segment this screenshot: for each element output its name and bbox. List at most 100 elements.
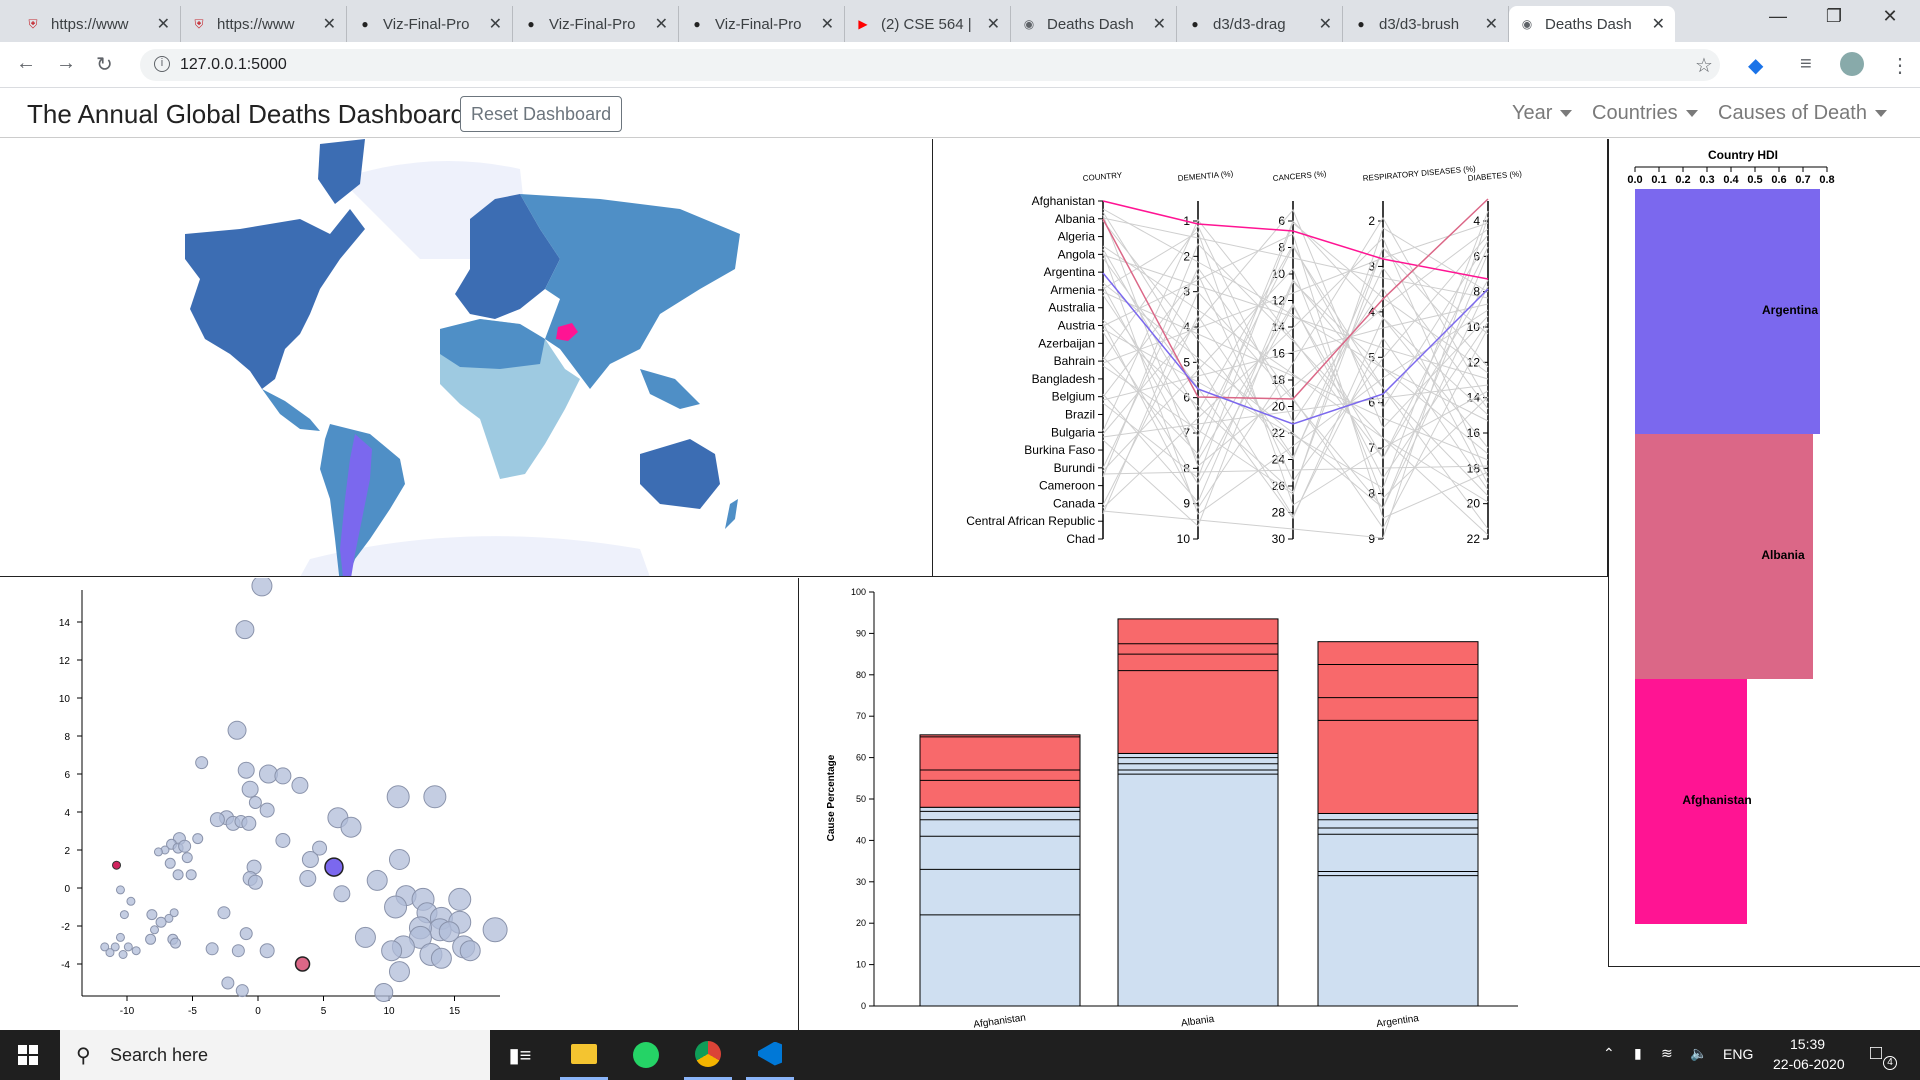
new-zealand-shape[interactable]	[725, 499, 738, 529]
scatter-bubble[interactable]	[333, 885, 351, 903]
scatter-bubble[interactable]	[169, 937, 181, 949]
hdi-bar[interactable]	[1635, 679, 1747, 924]
scatter-bubble[interactable]	[164, 857, 176, 869]
scatter-bubble[interactable]	[153, 847, 163, 857]
close-tab-icon[interactable]: ✕	[1152, 16, 1166, 33]
close-tab-icon[interactable]: ✕	[1318, 16, 1332, 33]
address-bar[interactable]: i 127.0.0.1:5000	[140, 49, 1720, 81]
scatter-bubble[interactable]	[145, 933, 157, 945]
close-tab-icon[interactable]: ✕	[488, 16, 502, 33]
stacked-segment-red[interactable]	[919, 734, 1081, 808]
scatter-bubble[interactable]	[231, 944, 245, 958]
browser-tab[interactable]: ▶ (2) CSE 564 | ✕	[845, 6, 1011, 42]
scatter-bubble[interactable]	[340, 816, 362, 838]
scatter-bubble-albania[interactable]	[294, 956, 311, 972]
australia-shape[interactable]	[640, 439, 720, 509]
site-info-icon[interactable]: i	[154, 56, 170, 72]
stacked-bar[interactable]	[1317, 641, 1479, 1007]
scatter-bubble[interactable]	[248, 796, 262, 809]
scatter-bubble[interactable]	[115, 932, 125, 942]
scatter-bubble[interactable]	[374, 983, 394, 1002]
scatter-bubble[interactable]	[100, 942, 110, 952]
browser-tab[interactable]: ● d3/d3-brush ✕	[1343, 6, 1509, 42]
close-tab-icon[interactable]: ✕	[654, 16, 668, 33]
stacked-segment-blue[interactable]	[919, 806, 1081, 1007]
stacked-segment-blue[interactable]	[1117, 752, 1279, 1007]
north-africa-shape[interactable]	[440, 319, 545, 369]
clock-time[interactable]: 15:39	[1790, 1036, 1826, 1052]
scatter-bubble[interactable]	[459, 940, 481, 962]
hdi-bar[interactable]	[1635, 189, 1820, 434]
taskbar-search-input[interactable]: ⚲ Search here	[60, 1030, 490, 1080]
reset-dashboard-button[interactable]: Reset Dashboard	[460, 96, 623, 132]
scatter-bubble[interactable]	[423, 785, 447, 809]
notification-icon[interactable]: □	[1870, 1042, 1883, 1064]
scatter-bubble[interactable]	[209, 812, 225, 828]
scatter-bubble[interactable]	[301, 851, 319, 868]
browser-tab[interactable]: ⛨ https://www ✕	[181, 6, 347, 42]
clock-date[interactable]: 22-06-2020	[1773, 1056, 1845, 1072]
maximize-button[interactable]: ❐	[1825, 6, 1843, 26]
scatter-bubble-argentina[interactable]	[324, 857, 344, 877]
forward-icon[interactable]: →	[56, 52, 76, 74]
hdi-bar[interactable]	[1635, 434, 1813, 679]
stacked-segment-red[interactable]	[1317, 641, 1479, 814]
scatter-bubble[interactable]	[251, 578, 273, 597]
reload-icon[interactable]: ↻	[96, 54, 113, 76]
scatter-bubble[interactable]	[235, 984, 249, 998]
scatter-bubble[interactable]	[126, 896, 136, 906]
scatter-bubble[interactable]	[312, 840, 328, 856]
chrome-menu-icon[interactable]: ⋮	[1890, 55, 1910, 77]
browser-tab[interactable]: ● Viz-Final-Pro ✕	[679, 6, 845, 42]
countries-dropdown[interactable]: Countries	[1592, 102, 1698, 125]
scatter-bubble[interactable]	[150, 925, 160, 935]
scatter-bubble[interactable]	[195, 756, 209, 770]
scatter-bubble[interactable]	[482, 917, 508, 943]
scatter-bubble[interactable]	[227, 720, 247, 740]
bookmark-star-icon[interactable]: ☆	[1695, 55, 1713, 77]
scatter-bubble[interactable]	[164, 913, 174, 923]
scatter-bubble[interactable]	[259, 802, 275, 818]
close-tab-icon[interactable]: ✕	[820, 16, 834, 33]
north-america-shape[interactable]	[185, 209, 365, 389]
scatter-bubble[interactable]	[110, 942, 120, 952]
browser-tab[interactable]: ⛨ https://www ✕	[15, 6, 181, 42]
browser-tab[interactable]: ◉ Deaths Dash ✕	[1509, 6, 1675, 42]
scatter-bubble[interactable]	[354, 926, 376, 948]
scatter-bubble[interactable]	[118, 950, 128, 959]
scatter-bubble[interactable]	[235, 620, 255, 640]
language-indicator[interactable]: ENG	[1723, 1046, 1754, 1062]
pc-highlight-line[interactable]	[1102, 198, 1489, 400]
scatter-bubble[interactable]	[178, 839, 192, 853]
scatter-bubble-afghanistan[interactable]	[112, 860, 122, 870]
close-window-button[interactable]: ✕	[1882, 6, 1898, 26]
battery-icon[interactable]: ▮	[1634, 1045, 1642, 1061]
scatter-bubble[interactable]	[381, 940, 403, 962]
close-tab-icon[interactable]: ✕	[322, 16, 336, 33]
year-dropdown[interactable]: Year	[1512, 102, 1573, 125]
scatter-bubble[interactable]	[131, 946, 141, 956]
chevron-up-icon[interactable]: ⌃	[1603, 1045, 1615, 1061]
scatter-bubble[interactable]	[105, 948, 115, 958]
scatter-bubble[interactable]	[237, 761, 255, 779]
scatter-bubble[interactable]	[239, 927, 253, 941]
scatter-bubble[interactable]	[438, 921, 460, 943]
profile-avatar[interactable]	[1840, 52, 1864, 76]
scatter-bubble[interactable]	[247, 874, 263, 890]
scatter-bubble[interactable]	[274, 767, 292, 785]
scatter-bubble[interactable]	[366, 869, 388, 891]
back-icon[interactable]: ←	[16, 52, 36, 74]
scatter-bubble[interactable]	[217, 906, 231, 920]
browser-tab[interactable]: ● Viz-Final-Pro ✕	[513, 6, 679, 42]
scatter-bubble[interactable]	[388, 961, 410, 983]
asia-shape[interactable]	[520, 194, 740, 389]
scatter-bubble[interactable]	[241, 780, 259, 798]
scatter-bubble[interactable]	[172, 869, 184, 881]
media-control-icon[interactable]: ≡	[1800, 53, 1812, 75]
europe-shape[interactable]	[455, 194, 560, 319]
close-tab-icon[interactable]: ✕	[156, 16, 170, 33]
scatter-bubble[interactable]	[448, 887, 472, 911]
scatter-bubble[interactable]	[181, 852, 193, 864]
close-tab-icon[interactable]: ✕	[986, 16, 1000, 33]
